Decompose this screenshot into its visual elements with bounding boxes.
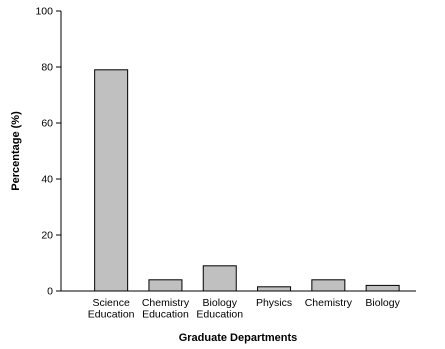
y-axis-title: Percentage (%) [10,111,22,191]
y-tick-label: 0 [47,286,53,298]
bar [311,279,346,292]
x-category-label-line: Science [92,297,130,309]
x-category-label-line: Chemistry [305,297,353,309]
x-category-label: Biology [365,297,400,309]
y-tick-label: 100 [35,6,53,18]
x-category-label-line: Physics [256,297,292,309]
bar [202,265,237,292]
x-category-label: Chemistry [305,297,353,309]
bars-group [94,69,400,292]
x-axis-title: Graduate Departments [179,332,298,344]
x-category-label-line: Biology [203,297,238,309]
x-category-label: Biology Education [196,297,243,321]
x-category-label-line: Chemistry [142,297,190,309]
bar [148,279,183,292]
x-category-label: Physics [256,297,292,309]
x-category-label-line: Education [142,309,189,321]
x-category-label-line: Education [196,309,243,321]
x-category-label: Science Education [88,297,135,321]
y-tick-label: 60 [41,118,53,130]
x-category-label-line: Education [88,309,135,321]
x-category-label: Chemistry Education [142,297,190,321]
y-tick-label: 40 [41,174,53,186]
y-axis-ticks: 0 20 40 60 80 100 [35,6,61,298]
y-tick-label: 20 [41,230,53,242]
x-category-label-line: Biology [365,297,400,309]
bar [94,69,129,292]
y-tick-label: 80 [41,62,53,74]
bar [365,284,400,292]
bar [257,286,292,292]
